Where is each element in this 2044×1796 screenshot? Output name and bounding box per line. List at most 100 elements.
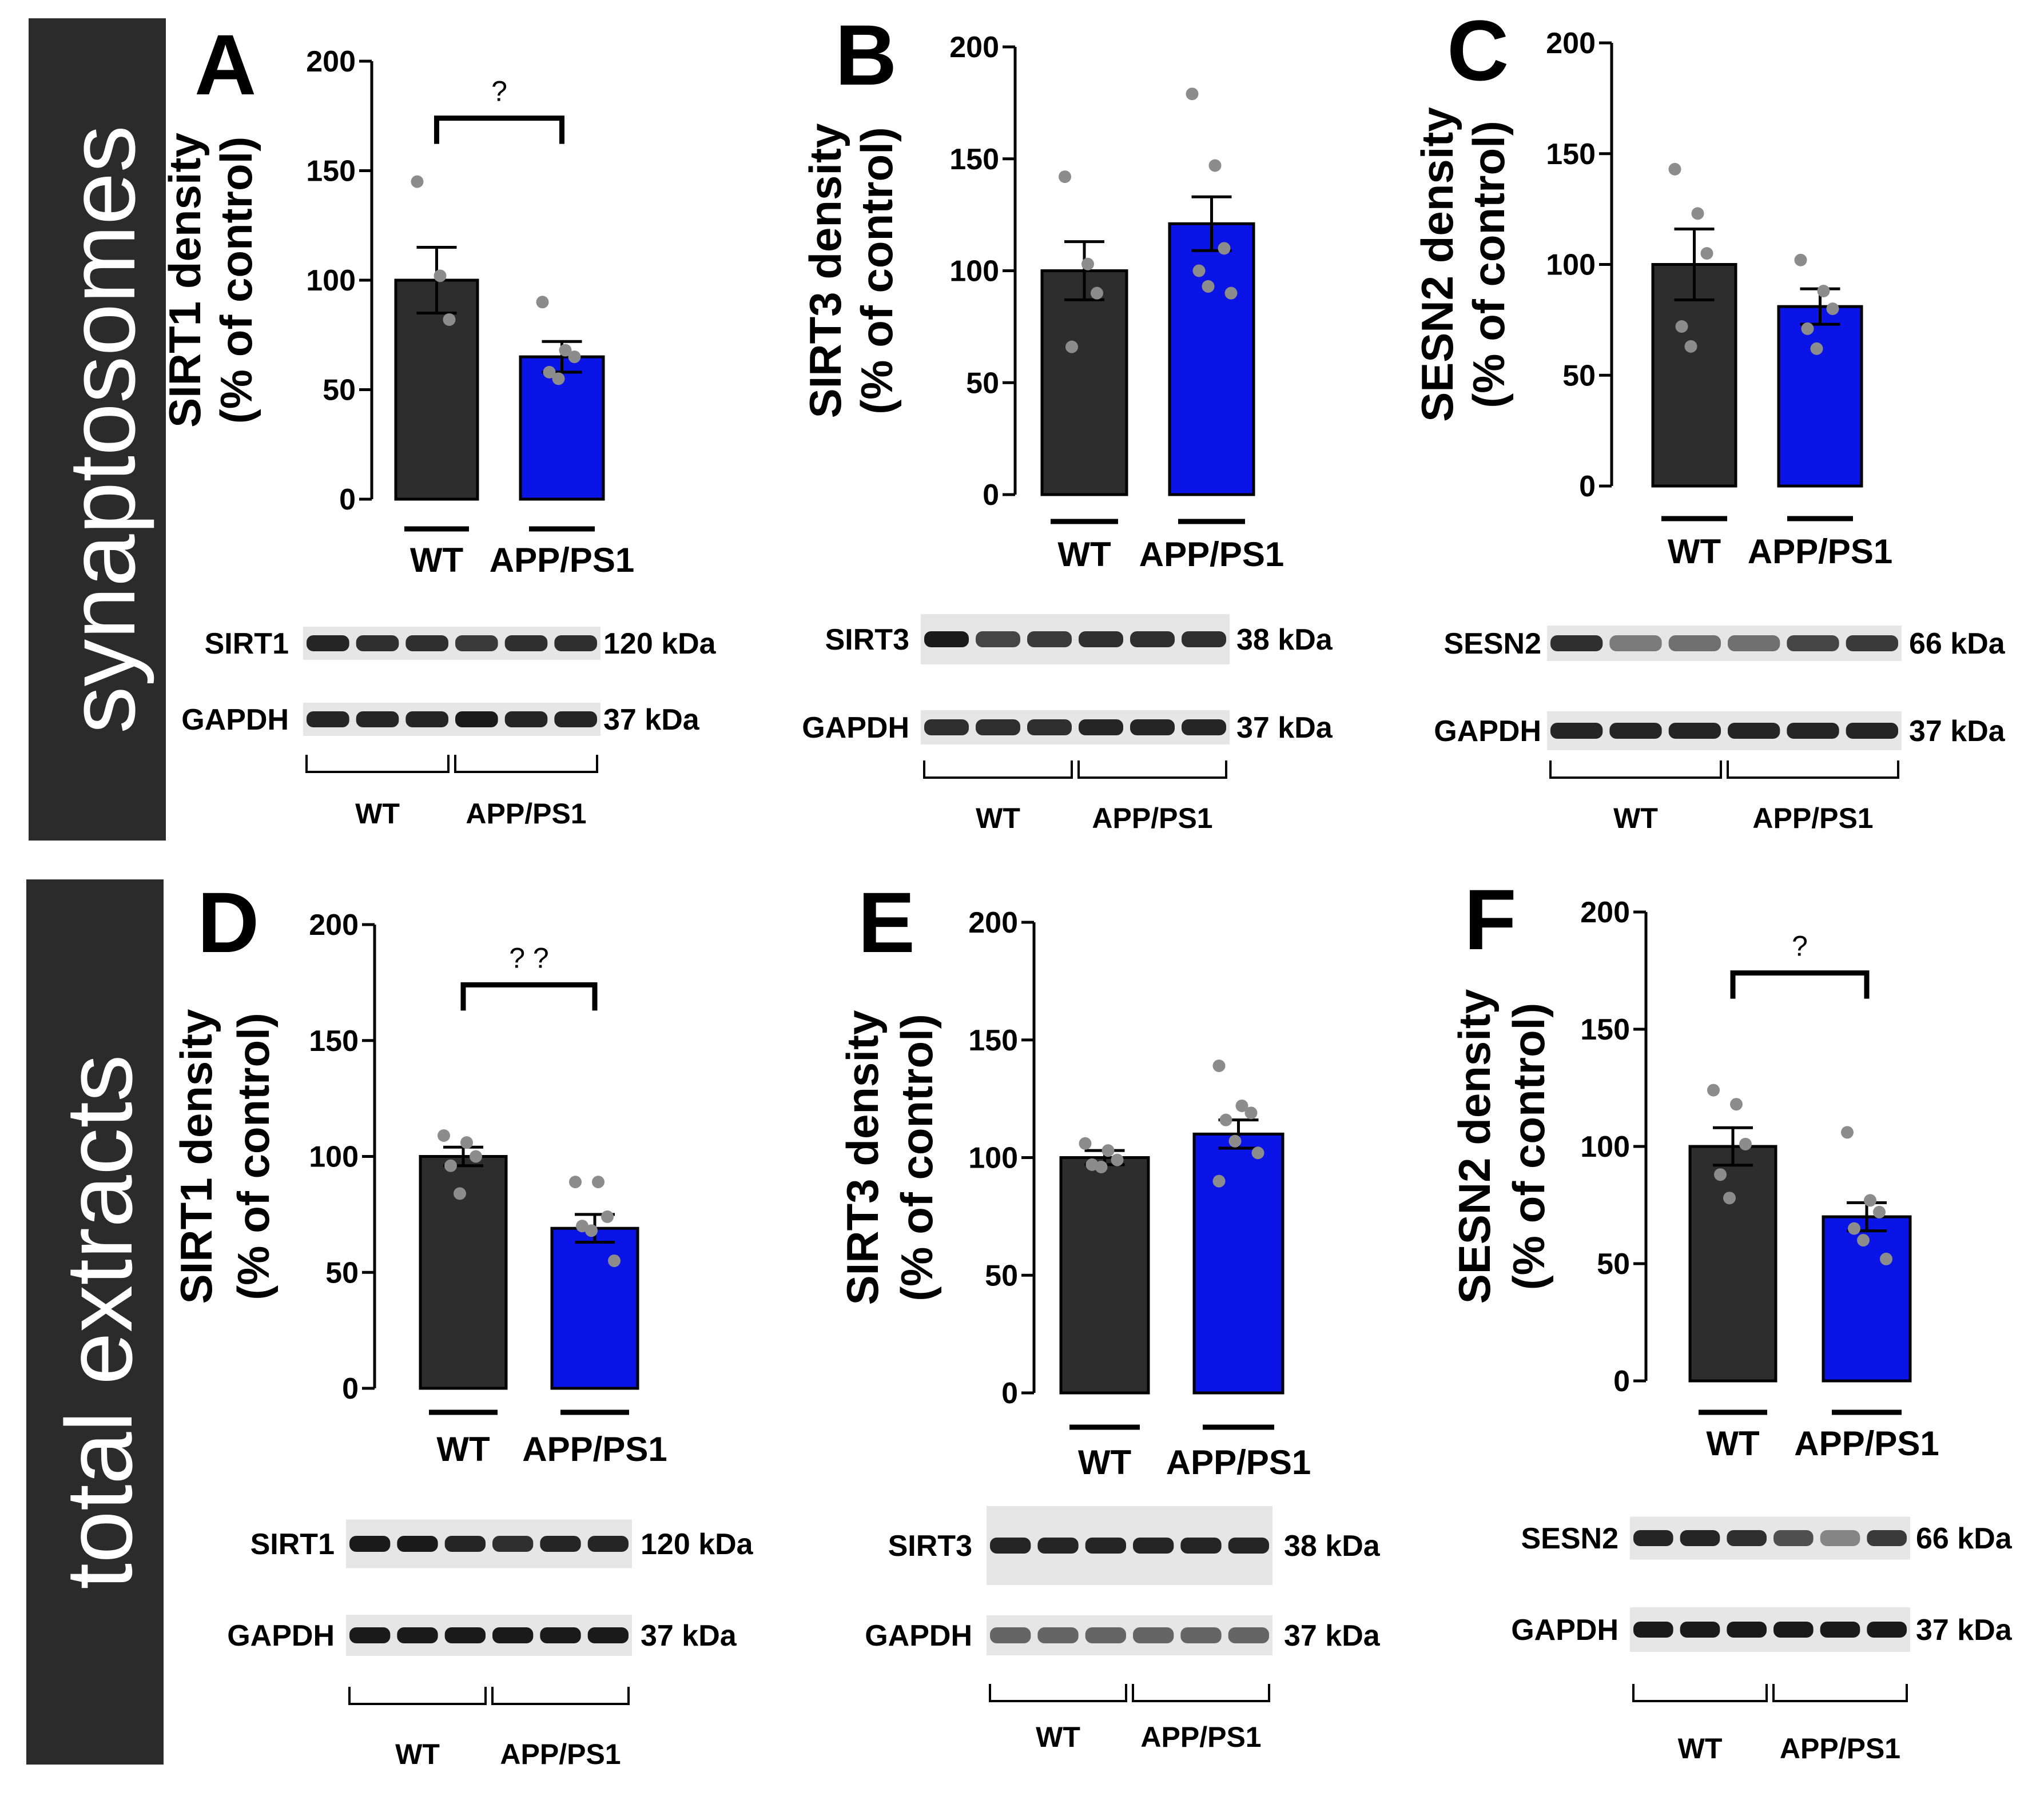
lane-group-bracket	[989, 1684, 1127, 1702]
blot-band-control	[307, 711, 349, 727]
blot-control-kda: 37 kDa	[1916, 1614, 2013, 1647]
y-tick-label: 200	[968, 906, 1018, 939]
x-category-label: APP/PS1	[1166, 1443, 1311, 1482]
data-point	[601, 1210, 614, 1223]
blot-target-kda: 120 kDa	[641, 1528, 754, 1561]
lane-group-label: APP/PS1	[466, 798, 586, 830]
blot-band-control	[349, 1627, 391, 1643]
blot-band-target	[356, 635, 399, 651]
blot-band-control	[1846, 723, 1898, 739]
blot-band-target	[587, 1536, 629, 1552]
y-axis-label-units: (% of control)	[852, 127, 902, 415]
blot-band-control	[1180, 1627, 1222, 1643]
blot-band-target	[492, 1536, 534, 1552]
blot-control-label: GAPDH	[1511, 1614, 1619, 1647]
blot-band-target	[455, 635, 498, 651]
y-tick-label: 100	[306, 264, 356, 297]
y-tick-label: 150	[968, 1024, 1018, 1057]
significance-marker: ? ?	[509, 942, 549, 974]
lane-group-bracket	[1132, 1684, 1270, 1702]
bar-wt	[394, 278, 479, 501]
blot-band-control	[1609, 723, 1662, 739]
data-point	[1848, 1222, 1860, 1235]
y-tick-label: 200	[306, 45, 356, 78]
blot-band-target	[1037, 1538, 1079, 1554]
blot-target-kda: 38 kDa	[1284, 1530, 1381, 1563]
blot-band-control	[1130, 719, 1175, 735]
blot-band-target	[1079, 631, 1123, 647]
y-axis-label-units: (% of control)	[228, 1013, 279, 1300]
x-category-label: APP/PS1	[522, 1430, 667, 1468]
blot-band-target	[1027, 631, 1072, 647]
x-category-label: WT	[410, 541, 463, 579]
y-tick-label: 50	[1597, 1248, 1630, 1281]
blot-band-target	[1228, 1538, 1269, 1554]
panel-letter: B	[835, 7, 897, 103]
data-point	[1826, 302, 1839, 315]
data-point	[1864, 1194, 1876, 1207]
data-point	[1218, 242, 1231, 255]
bar-wt	[1688, 1145, 1777, 1383]
lane-group-bracket	[1772, 1684, 1908, 1702]
y-tick-label: 0	[1001, 1377, 1018, 1410]
blot-control-kda: 37 kDa	[641, 1619, 737, 1652]
panel-letter: A	[194, 17, 256, 113]
lane-group-bracket	[454, 755, 598, 773]
data-point	[1228, 1134, 1242, 1148]
blot-band-control	[1820, 1622, 1860, 1638]
x-category-label: WT	[1668, 532, 1721, 571]
data-point	[1081, 257, 1094, 270]
significance-bracket	[460, 982, 598, 1011]
western-blot: SIRT1 120 kDa GAPDH 37 kDa WT APP/PS1	[181, 627, 717, 830]
bar-app-ps1	[1168, 222, 1255, 496]
western-blot: SIRT3 38 kDa GAPDH 37 kDa WT APP/PS1	[865, 1506, 1381, 1753]
data-point	[1101, 1144, 1115, 1157]
data-point	[1111, 1153, 1124, 1166]
data-point	[1700, 247, 1713, 260]
x-category-label: WT	[1057, 535, 1111, 574]
blot-band-control	[587, 1627, 629, 1643]
y-axis-label-units: (% of control)	[892, 1014, 942, 1301]
blot-band-target	[307, 635, 349, 651]
y-axis-label: SIRT3 density	[837, 1010, 888, 1305]
bar-app-ps1	[550, 1226, 639, 1390]
row-label-total-extracts: total extracts	[26, 879, 164, 1765]
blot-band-control	[1228, 1627, 1269, 1643]
blot-band-control	[1773, 1622, 1814, 1638]
blot-band-target	[504, 635, 548, 651]
y-tick-label: 100	[968, 1142, 1018, 1175]
data-point	[1091, 286, 1103, 300]
blot-band-target	[554, 635, 597, 651]
data-point	[1801, 322, 1814, 335]
data-point	[1723, 1192, 1736, 1205]
blot-target-label: SESN2	[1521, 1522, 1619, 1555]
data-point	[1212, 1060, 1226, 1073]
blot-band-control	[1633, 1622, 1673, 1638]
blot-band-control	[540, 1627, 581, 1643]
data-point	[444, 1159, 457, 1172]
lane-group-label: APP/PS1	[1752, 802, 1873, 834]
y-tick-label: 50	[323, 374, 356, 407]
data-point	[434, 269, 447, 282]
blot-control-label: GAPDH	[802, 711, 909, 744]
y-axis-label: SIRT1 density	[160, 133, 210, 428]
significance-marker: ?	[491, 75, 507, 107]
western-blot: SESN2 66 kDa GAPDH 37 kDa WT APP/PS1	[1434, 626, 2006, 834]
lane-group-label: APP/PS1	[500, 1738, 621, 1770]
lane-group-bracket	[1727, 760, 1899, 779]
blot-strip-control	[303, 703, 601, 736]
y-tick-label: 0	[339, 483, 356, 516]
y-tick-label: 200	[309, 909, 359, 942]
x-category-label: WT	[436, 1430, 490, 1468]
panel-d: D SIRT1 density (% of control) 0 50 100 150 200…	[171, 874, 754, 1770]
data-point	[1857, 1234, 1870, 1247]
y-tick-label: 150	[1546, 138, 1596, 171]
blot-strip-control	[987, 1615, 1272, 1655]
data-point	[1873, 1205, 1886, 1218]
blot-control-kda: 37 kDa	[603, 703, 700, 736]
blot-band-target	[1727, 1530, 1767, 1546]
blot-band-control	[1728, 723, 1780, 739]
row-label-text: total extracts	[46, 1054, 152, 1589]
data-point	[585, 1224, 598, 1237]
blot-band-target	[349, 1536, 391, 1552]
